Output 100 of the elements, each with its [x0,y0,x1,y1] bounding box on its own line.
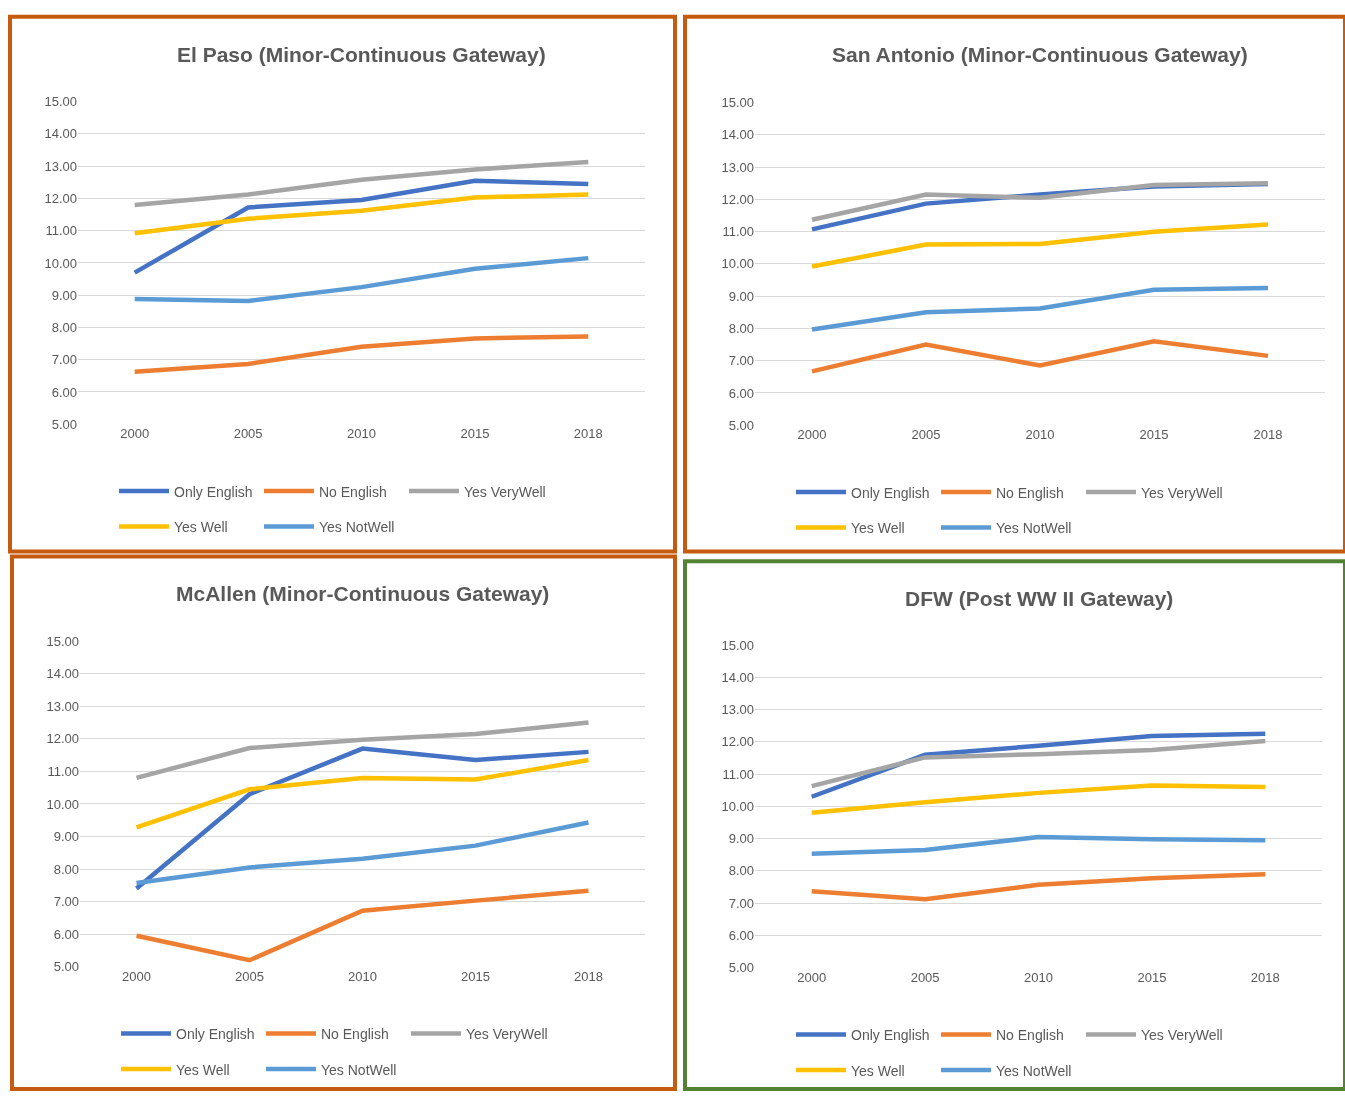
y-tick-label: 7.00 [728,353,754,369]
x-tick-label: 2015 [1139,427,1169,443]
legend-label: Yes VeryWell [1141,484,1223,501]
y-tick-label: 8.00 [51,320,77,336]
y-tick-label: 10.00 [44,255,77,271]
legend-label: Yes VeryWell [466,1026,548,1043]
y-tick-label: 10.00 [721,256,754,272]
legend-label: Yes VeryWell [1141,1027,1223,1044]
y-tick-label: 7.00 [51,352,77,368]
x-tick-label: 2015 [461,968,490,984]
legend-label: Yes NotWell [996,520,1072,537]
line-series [134,720,591,781]
y-tick-label: 9.00 [51,287,77,303]
y-tick-label: 13.00 [46,698,79,714]
x-tick-label: 2000 [797,969,827,985]
x-tick-label: 2018 [574,968,603,984]
line-series [809,738,1268,789]
y-tick-label: 7.00 [53,894,79,910]
y-tick-label: 6.00 [51,384,77,400]
line-series [132,192,591,236]
y-tick-label: 5.00 [728,960,754,976]
line-series [809,181,1271,222]
x-tick-label: 2005 [233,426,263,442]
x-tick-label: 2000 [122,968,151,984]
line-series [134,746,591,891]
x-tick-label: 2010 [1024,969,1053,985]
line-series [134,888,591,963]
y-tick-label: 15.00 [44,94,77,110]
x-tick-label: 2010 [1025,427,1055,443]
x-tick-label: 2018 [573,426,603,442]
y-tick-label: 12.00 [44,191,77,206]
y-tick-label: 11.00 [45,223,77,239]
line-series [132,178,591,275]
legend-label: Yes Well [176,1061,230,1078]
line-series [132,334,591,374]
legend-label: Yes Well [851,1062,905,1079]
legend-label: Yes NotWell [319,519,395,536]
y-tick-label: 15.00 [721,637,754,653]
x-tick-label: 2018 [1253,427,1283,443]
y-tick-label: 14.00 [44,126,77,142]
y-tick-label: 8.00 [728,863,754,879]
legend-label: Only English [851,484,930,501]
y-tick-label: 9.00 [728,831,754,847]
x-tick-label: 2005 [235,968,264,984]
y-tick-label: 13.00 [721,702,754,718]
y-tick-label: 6.00 [728,927,754,943]
y-tick-label: 12.00 [46,731,79,747]
line-series [809,731,1268,799]
legend-label: No English [996,484,1064,501]
y-tick-label: 8.00 [728,320,754,336]
legend-label: No English [319,483,387,500]
line-series [809,783,1268,816]
x-tick-label: 2010 [348,968,377,984]
y-tick-label: 6.00 [728,385,754,401]
x-tick-label: 2005 [910,969,940,985]
chart-title: McAllen (Minor-Continuous Gateway) [176,582,550,605]
line-series [809,834,1268,857]
y-tick-label: 15.00 [721,95,754,111]
x-tick-label: 2018 [1250,969,1280,985]
y-tick-label: 13.00 [721,159,754,175]
legend-label: Yes VeryWell [464,483,546,500]
y-tick-label: 14.00 [46,666,79,682]
y-tick-label: 5.00 [53,959,79,975]
y-tick-label: 5.00 [51,416,77,432]
y-tick-label: 7.00 [728,895,754,911]
legend-label: Yes NotWell [321,1061,397,1078]
chart-title: San Antonio (Minor-Continuous Gateway) [832,43,1248,66]
legend-label: No English [996,1027,1064,1044]
y-tick-label: 13.00 [44,158,77,174]
legend-label: Only English [176,1026,255,1043]
line-series [132,159,591,208]
y-tick-label: 11.00 [722,224,754,240]
line-series [809,222,1271,269]
line-series [134,757,591,830]
y-tick-label: 10.00 [721,798,754,814]
y-tick-label: 9.00 [728,288,754,304]
x-tick-label: 2000 [797,427,827,443]
x-tick-label: 2015 [1137,969,1167,985]
legend-label: No English [321,1026,389,1043]
chart-title: El Paso (Minor-Continuous Gateway) [177,43,546,66]
y-tick-label: 12.00 [721,191,754,207]
x-tick-label: 2000 [120,426,150,442]
y-tick-label: 11.00 [47,763,79,779]
line-series [809,285,1271,332]
x-tick-label: 2005 [911,427,941,443]
legend-label: Only English [851,1027,930,1044]
y-tick-label: 14.00 [721,127,754,143]
x-tick-label: 2010 [347,426,376,442]
y-tick-label: 8.00 [53,861,79,877]
legend-label: Yes NotWell [996,1062,1072,1079]
legend-label: Yes Well [851,520,905,537]
legend-label: Yes Well [174,519,228,536]
y-tick-label: 11.00 [722,766,754,782]
line-series [809,339,1271,374]
y-tick-label: 9.00 [53,829,79,845]
chart-title: DFW (Post WW II Gateway) [905,587,1174,610]
x-tick-label: 2015 [460,426,490,442]
y-tick-label: 5.00 [728,417,754,433]
y-tick-label: 12.00 [721,734,754,750]
y-tick-label: 6.00 [53,926,79,942]
